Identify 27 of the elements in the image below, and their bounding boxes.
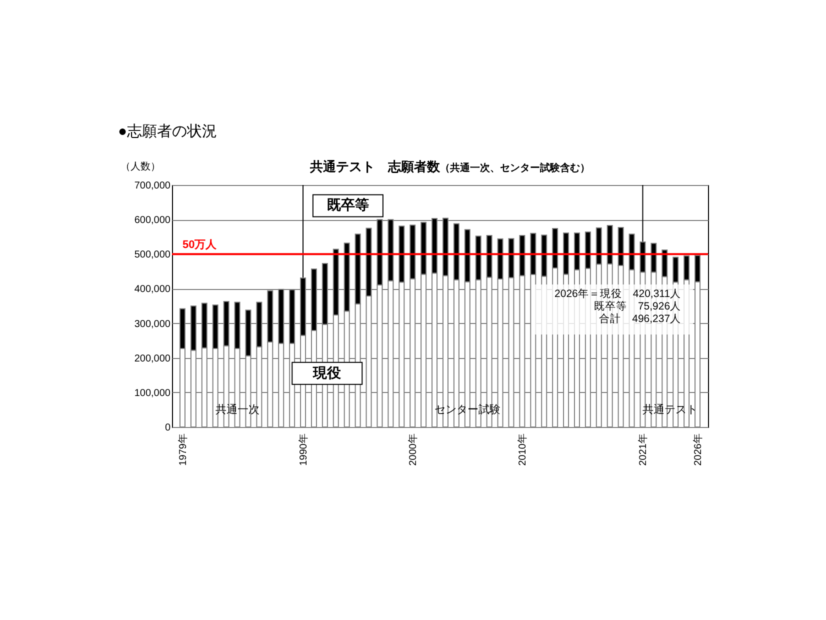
x-tick-label: 1990年 (298, 434, 310, 466)
y-tick-label: 400,000 (134, 284, 171, 296)
y-tick-label: 600,000 (134, 215, 171, 226)
annotation: 共通一次 (215, 403, 260, 416)
x-tick-label: 2000年 (407, 434, 420, 466)
annotation: 既卒等 75,926人 (594, 299, 682, 312)
y-axis-title: （人数） (120, 162, 160, 172)
text: ●志願者の状況 (118, 122, 218, 141)
annotation: 合計 496,237人 (599, 312, 682, 325)
x-tick-label: 1979年 (176, 434, 189, 466)
x-tick-label: 2021年 (637, 434, 650, 466)
chart-subtitle: （共通一次、センター試験含む） (440, 163, 590, 174)
y-tick-label: 300,000 (134, 318, 171, 330)
annotation: 共通テスト (642, 403, 698, 416)
series-label: 現役 (312, 364, 342, 380)
y-tick-label: 0 (164, 422, 171, 434)
annotation: センター試験 (434, 403, 500, 416)
y-tick-label: 700,000 (134, 180, 171, 192)
series-label: 既卒等 (326, 196, 369, 213)
annotation: 2026年＝現役 420,311人 (554, 288, 682, 300)
x-tick-label: 2026年 (692, 434, 704, 466)
chart-title: 共通テスト 志願者数 (310, 159, 440, 174)
y-tick-label: 200,000 (134, 353, 171, 364)
y-tick-label: 500,000 (134, 250, 171, 261)
ref-line-label: 50万人 (182, 239, 218, 252)
y-tick-label: 100,000 (134, 388, 171, 399)
x-tick-label: 2010年 (516, 434, 529, 466)
